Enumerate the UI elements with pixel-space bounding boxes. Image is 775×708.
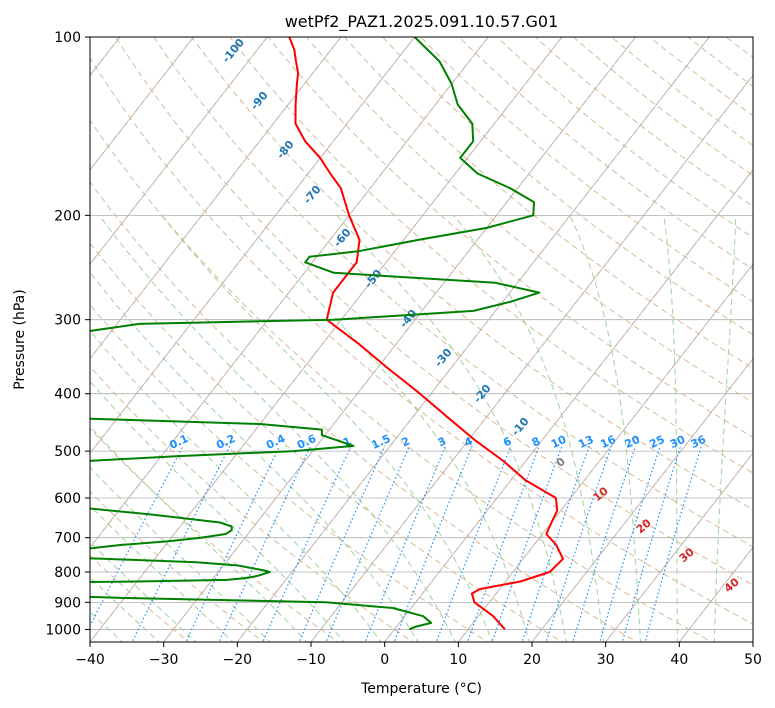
dewpoint-profile-line	[90, 37, 541, 631]
x-tick-label: −30	[149, 652, 179, 668]
moist-adiabat-line	[90, 504, 234, 642]
skewed-grid-line	[384, 169, 753, 642]
mixing-ratio-line	[466, 445, 540, 642]
mixing-ratio-label: 25	[647, 433, 666, 451]
mixing-ratio-line	[644, 445, 702, 642]
moist-adiabat-line	[90, 271, 419, 642]
dry-adiabat-line	[191, 37, 753, 511]
mixing-ratio-line	[599, 445, 661, 642]
skewed-grid-line	[90, 37, 268, 265]
chart-title: wetPf2_PAZ1.2025.091.10.57.G01	[285, 12, 559, 32]
y-axis-title: Pressure (hPa)	[12, 289, 28, 389]
dry-adiabat-line	[496, 37, 753, 239]
mixing-ratio-line	[218, 445, 312, 642]
y-tick-label: 900	[54, 595, 81, 611]
moist-adiabat-line	[98, 215, 456, 642]
x-tick-label: 40	[670, 652, 688, 668]
y-tick-label: 300	[54, 313, 81, 329]
mixing-ratio-line	[393, 445, 473, 642]
x-tick-label: 0	[380, 652, 389, 668]
moist-adiabat-line	[90, 541, 197, 642]
dry-adiabat-line	[90, 242, 564, 642]
y-tick-label: 200	[54, 208, 81, 224]
y-tick-label: 100	[54, 30, 81, 46]
dry-adiabat-line	[458, 37, 753, 270]
moist-adiabat-line	[336, 214, 568, 642]
x-tick-label: −20	[223, 652, 253, 668]
mixing-ratio-label: 16	[598, 433, 618, 451]
skewed-grid-line	[236, 37, 710, 642]
y-tick-label: 800	[54, 565, 81, 581]
skewed-grid-line	[90, 37, 416, 454]
skewed-grid-line	[605, 452, 753, 642]
dry-adiabat-line	[90, 365, 414, 642]
mixing-ratio-line	[491, 445, 563, 642]
temperature-profile-line	[288, 37, 564, 631]
skewed-grid-line	[531, 357, 753, 642]
mixing-ratio-line	[572, 445, 637, 642]
x-tick-label: 10	[449, 652, 467, 668]
mixing-ratio-line	[364, 445, 447, 642]
mixing-ratio-line	[545, 445, 612, 642]
y-tick-label: 1000	[45, 622, 81, 638]
x-tick-label: 20	[523, 652, 541, 668]
x-tick-label: 50	[744, 652, 762, 668]
x-tick-label: 30	[597, 652, 615, 668]
mixing-ratio-label: 10	[549, 433, 569, 451]
moist-adiabat-line	[90, 466, 271, 642]
dry-adiabat-line	[229, 37, 753, 474]
moist-adiabat-line	[238, 214, 530, 642]
dry-adiabat-line	[153, 37, 753, 548]
moist-adiabat-line	[90, 576, 160, 642]
x-tick-label: −40	[75, 652, 105, 668]
y-tick-label: 600	[54, 491, 81, 507]
mixing-ratio-line	[262, 445, 352, 642]
moist-adiabat-line	[161, 214, 493, 642]
moist-adiabat-line	[663, 215, 678, 642]
moist-adiabat-line	[713, 215, 737, 642]
mixing-ratio-label: 30	[668, 433, 688, 451]
dry-adiabat-line	[420, 37, 753, 303]
mixing-ratio-label: 13	[576, 433, 595, 451]
skewed-grid-line	[90, 37, 195, 171]
dry-adiabat-line	[90, 181, 639, 642]
plot-frame	[89, 36, 754, 643]
mixing-ratio-line	[521, 445, 590, 642]
y-tick-label: 400	[54, 387, 81, 403]
skewed-grid-line	[90, 37, 342, 360]
skewed-grid-line	[163, 37, 637, 642]
y-tick-label: 700	[54, 531, 81, 547]
skewed-grid-line	[90, 37, 489, 549]
mixing-ratio-label: 20	[623, 433, 643, 451]
moist-adiabat-line	[453, 214, 605, 642]
mixing-ratio-line	[621, 445, 682, 642]
moist-adiabat-line	[569, 215, 642, 642]
y-tick-label: 500	[54, 444, 81, 460]
mixing-ratio-label: 36	[689, 433, 709, 451]
moist-adiabat-line	[90, 425, 308, 642]
dry-adiabat-line	[267, 37, 753, 438]
dry-adiabat-line	[90, 490, 265, 642]
dry-adiabat-line	[381, 37, 753, 336]
x-axis-title: Temperature (°C)	[360, 681, 482, 697]
skewed-grid-line	[310, 74, 753, 642]
x-tick-label: −10	[296, 652, 326, 668]
